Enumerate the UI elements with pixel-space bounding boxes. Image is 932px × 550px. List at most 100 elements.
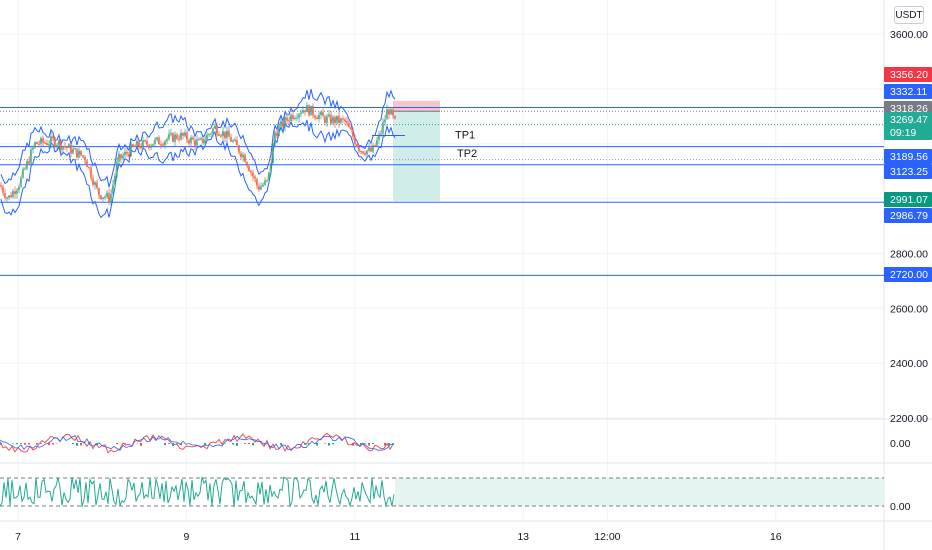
price-tick-label: 2400.00: [890, 358, 928, 370]
candle-body: [50, 136, 52, 145]
candle-body: [350, 127, 352, 130]
candle-body: [184, 132, 186, 136]
candle-body: [18, 186, 20, 191]
price-axis[interactable]: 3600.00 2800.00 2600.00 2400.00 2200.00: [890, 29, 928, 425]
candle-body: [158, 137, 160, 145]
candle-body: [140, 146, 142, 149]
candle-body: [70, 144, 72, 154]
candle-body: [378, 134, 380, 141]
price-tick-label: 3600.00: [890, 29, 928, 41]
candle-body: [176, 134, 178, 139]
histogram-bar: [308, 443, 310, 445]
candle-body: [232, 140, 234, 142]
histogram-bar: [384, 443, 386, 446]
candle-body: [354, 136, 356, 144]
candle-body: [0, 184, 2, 187]
candle-body: [180, 132, 182, 140]
currency-button[interactable]: USDT: [894, 6, 924, 24]
candle-body: [92, 178, 94, 185]
price-tag: [884, 192, 932, 207]
candle-body: [146, 140, 148, 145]
tp-label: TP1: [455, 130, 475, 142]
histogram-bar: [264, 443, 266, 445]
histogram-bar: [96, 443, 98, 446]
candle-body: [134, 146, 136, 148]
candle-body: [138, 140, 140, 147]
oscillator-pane-2[interactable]: 0.00: [0, 476, 911, 513]
candle-body: [228, 130, 230, 137]
candle-body: [14, 191, 16, 194]
candle-body: [282, 121, 284, 127]
histogram-bar: [164, 443, 166, 446]
candle-body: [308, 105, 310, 116]
candle-body: [312, 105, 314, 116]
histogram-bar: [364, 443, 366, 444]
candle-body: [44, 142, 46, 144]
histogram-bar: [280, 443, 282, 445]
candle-body: [128, 153, 130, 157]
candle-body: [102, 197, 104, 200]
candle-body: [320, 111, 322, 116]
candle-body: [276, 132, 278, 136]
candle-body: [292, 114, 294, 120]
candle-body: [170, 133, 172, 135]
candle-body: [136, 140, 138, 147]
candle-body: [212, 128, 214, 134]
price-tag-label: 3123.25: [890, 166, 928, 178]
candle-body: [90, 167, 92, 179]
candle-body: [156, 137, 158, 140]
histogram-bar: [20, 443, 22, 444]
oscillator-line-1: [0, 432, 394, 454]
candle-body: [224, 131, 226, 139]
price-tags: 3356.203332.113318.263269.4709:193189.56…: [884, 67, 932, 282]
candle-body: [310, 105, 312, 116]
candle-body: [258, 185, 260, 190]
candle-body: [242, 154, 244, 158]
histogram-bar: [180, 443, 182, 446]
candle-body: [240, 152, 242, 158]
candle-body: [162, 144, 164, 146]
candle-body: [202, 138, 204, 144]
candle-body: [82, 155, 84, 157]
candle-body: [206, 134, 208, 140]
lower-band: [0, 119, 396, 219]
candle-body: [100, 195, 102, 200]
basis-line: [0, 105, 396, 203]
candle-body: [324, 116, 326, 124]
oscillator-pane-1[interactable]: 0.00: [0, 432, 911, 454]
candle-body: [216, 125, 218, 135]
candle-body: [132, 144, 134, 147]
candle-body: [130, 144, 132, 157]
candle-body: [114, 175, 116, 185]
histogram-bar: [52, 443, 54, 445]
histogram-bar: [124, 443, 126, 444]
candle-body: [234, 139, 236, 141]
candle-body: [186, 132, 188, 141]
candle-body: [46, 142, 48, 145]
candle-body: [150, 145, 152, 148]
oscillator-2-axis-label: 0.00: [890, 501, 911, 513]
candle-body: [340, 118, 342, 123]
candle-body: [178, 138, 180, 140]
candle-body: [380, 133, 382, 135]
candle-body: [358, 146, 360, 152]
candle-body: [36, 142, 38, 144]
take-profit-zone: [393, 111, 440, 202]
price-tag-label: 3189.56: [890, 151, 928, 163]
candle-body: [126, 151, 128, 154]
histogram-bar: [40, 443, 42, 444]
candle-body: [190, 137, 192, 144]
candle-body: [116, 161, 118, 176]
candle-body: [152, 144, 154, 146]
candle-body: [78, 150, 80, 158]
candle-body: [366, 150, 368, 155]
histogram-bar: [328, 443, 330, 446]
candle-body: [252, 172, 254, 177]
candle-body: [148, 144, 150, 148]
candle-body: [298, 114, 300, 118]
price-tag: [884, 267, 932, 282]
price-tag-label: 2720.00: [890, 269, 928, 281]
candle-body: [348, 122, 350, 128]
